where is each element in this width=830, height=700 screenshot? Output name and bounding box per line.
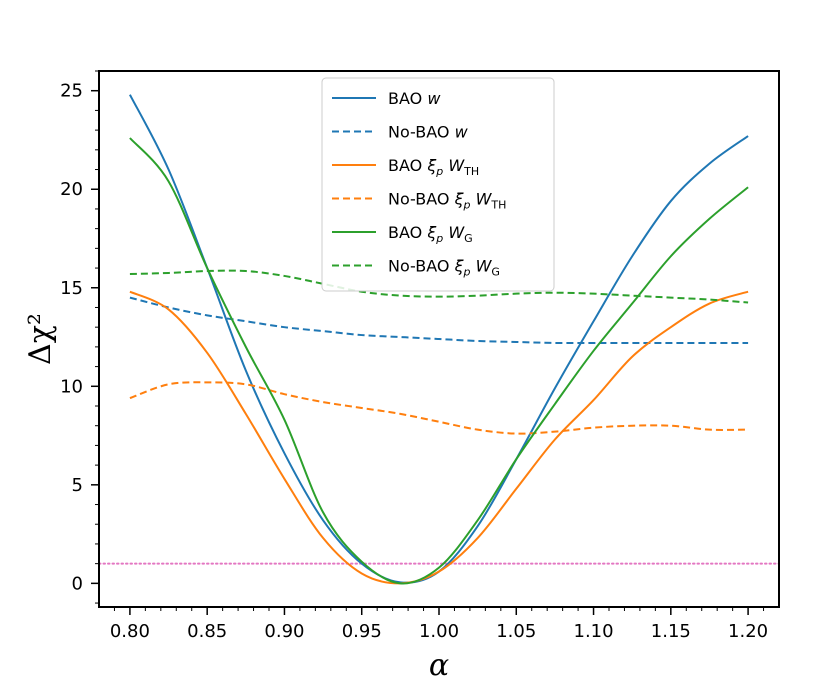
x-tick-label: 0.95 bbox=[342, 621, 382, 642]
legend-label-sub: G bbox=[491, 266, 500, 279]
y-tick-label: 5 bbox=[72, 475, 83, 496]
legend-label-main: No-BAO bbox=[388, 190, 455, 209]
legend-label: BAO ξp WTH bbox=[388, 156, 479, 178]
legend-label: No-BAO ξp WG bbox=[388, 257, 500, 279]
legend-label-main: BAO bbox=[388, 89, 427, 108]
legend-label-w: w bbox=[455, 123, 469, 142]
legend-label-w: w bbox=[427, 89, 441, 108]
data-layer bbox=[98, 94, 780, 585]
legend-label-xi: ξ bbox=[454, 190, 465, 209]
legend-label-w: W bbox=[470, 190, 492, 209]
x-tick-label: 1.10 bbox=[574, 621, 614, 642]
legend-label: No-BAO w bbox=[388, 123, 469, 142]
legend-box bbox=[321, 77, 555, 292]
x-tick-label: 1.05 bbox=[496, 621, 536, 642]
series-line-4 bbox=[129, 137, 749, 585]
legend-label-main: BAO bbox=[388, 156, 427, 175]
series-line-1 bbox=[129, 296, 749, 345]
y-tick-label: 15 bbox=[60, 278, 83, 299]
x-tick-label: 1.20 bbox=[728, 621, 768, 642]
legend-label: BAO ξp WG bbox=[388, 223, 473, 245]
y-tick-label: 25 bbox=[60, 81, 83, 102]
x-tick-label: 0.80 bbox=[110, 621, 150, 642]
legend-label-main: No-BAO bbox=[388, 257, 455, 276]
legend-label-sub: TH bbox=[490, 199, 506, 212]
legend-label: BAO w bbox=[388, 89, 441, 108]
legend-label-sub: G bbox=[464, 232, 473, 245]
legend-label-sub-p: p bbox=[463, 266, 471, 279]
legend-label-xi: ξ bbox=[426, 156, 437, 175]
series-line-3 bbox=[129, 381, 749, 435]
y-tick-label: 20 bbox=[60, 179, 83, 200]
axes-layer: 0.80 0.85 0.90 0.95 1.00 1.05 1.10 1.15 1.20 0 5 10… bbox=[60, 70, 780, 642]
legend-label-sub: TH bbox=[463, 165, 479, 178]
series-line-5 bbox=[129, 269, 749, 304]
legend-label-main: BAO bbox=[388, 223, 427, 242]
legend-label: No-BAO ξp WTH bbox=[388, 190, 506, 212]
legend-label-sub-p: p bbox=[463, 199, 471, 212]
y-tick-label: 10 bbox=[60, 376, 83, 397]
y-tick-label: 0 bbox=[72, 573, 83, 594]
legend-label-sub-p: p bbox=[435, 165, 443, 178]
legend-label-xi: ξ bbox=[426, 223, 437, 242]
legend-label-sub-p: p bbox=[435, 232, 443, 245]
x-tick-label: 0.90 bbox=[264, 621, 304, 642]
x-tick-label: 1.15 bbox=[651, 621, 691, 642]
legend-label-w: W bbox=[470, 257, 492, 276]
legend-label-w: W bbox=[443, 223, 465, 242]
legend-label-main: No-BAO bbox=[388, 123, 455, 142]
x-axis-label: α bbox=[429, 648, 449, 683]
series-line-2 bbox=[129, 290, 749, 585]
legend-label-xi: ξ bbox=[454, 257, 465, 276]
x-tick-label: 1.00 bbox=[419, 621, 459, 642]
legend-label-w: W bbox=[443, 156, 465, 175]
y-axis-label: Δχ² bbox=[23, 313, 58, 365]
x-tick-label: 0.85 bbox=[187, 621, 227, 642]
